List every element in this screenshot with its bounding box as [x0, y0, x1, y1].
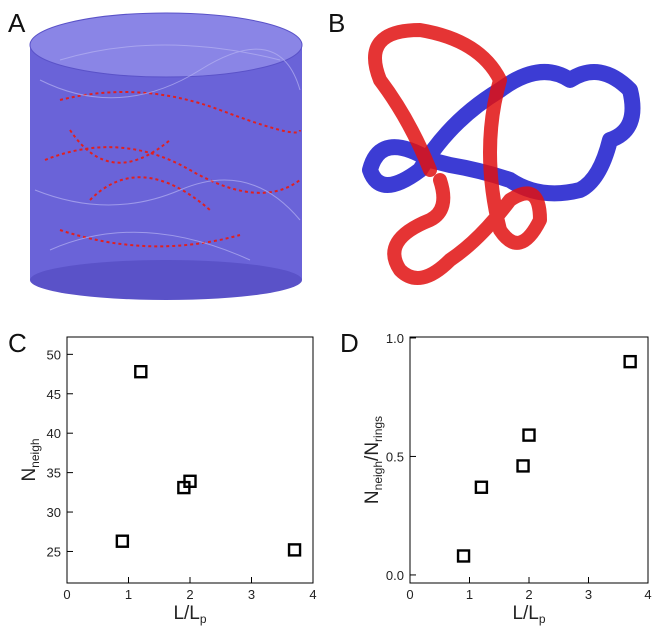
label-subscript: neigh [371, 461, 385, 490]
y-tick-label: 50 [47, 347, 61, 362]
x-tick-label: 0 [63, 587, 70, 602]
cylinder-base [30, 260, 302, 300]
blue-loop [362, 64, 641, 202]
cylinder-body [30, 45, 302, 280]
label-part: L/L [173, 603, 199, 624]
x-tick-label: 4 [644, 587, 651, 602]
label-subscript: p [200, 612, 207, 626]
y-tick-label: 30 [47, 505, 61, 520]
y-tick-label: 40 [47, 426, 61, 441]
label-part: N [19, 468, 40, 482]
panel-label: C [8, 328, 27, 358]
plot-frame [66, 336, 314, 584]
x-tick-label: 3 [585, 587, 592, 602]
x-axis-label: L/Lp [512, 603, 545, 626]
x-tick-label: 1 [125, 587, 132, 602]
y-tick-label: 35 [47, 466, 61, 481]
red-loop [368, 23, 547, 285]
y-tick-label: 0.0 [386, 568, 404, 583]
point [474, 480, 489, 494]
point [456, 549, 471, 563]
y-axis-label: Nneigh/Nrings [362, 416, 385, 504]
point [623, 354, 637, 369]
texture [34, 44, 301, 261]
x-tick-label: 0 [406, 587, 413, 602]
label-subscript: neigh [28, 438, 42, 467]
y-tick-label: 45 [47, 387, 61, 402]
point [287, 543, 302, 557]
y-axis-label: Nneigh [19, 438, 42, 481]
point [134, 364, 148, 379]
x-tick-label: 2 [525, 587, 532, 602]
label-subscript: rings [371, 416, 385, 442]
x-tick-label: 3 [248, 587, 255, 602]
label-part: /N [362, 442, 383, 461]
x-tick-label: 1 [466, 587, 473, 602]
label-subscript: p [539, 612, 546, 626]
red-strands [44, 91, 301, 248]
y-tick-label: 1.0 [386, 331, 404, 346]
x-axis-label: L/Lp [173, 603, 206, 626]
image-a [29, 12, 303, 300]
panel-label: B [328, 8, 345, 38]
x-tick-label: 2 [186, 587, 193, 602]
point [183, 474, 197, 488]
panel-label: D [340, 328, 359, 358]
point [516, 459, 530, 473]
point [115, 534, 130, 548]
point [522, 428, 536, 442]
label-part: N [362, 490, 383, 504]
y-tick-label: 25 [47, 544, 61, 559]
panel-label: A [8, 8, 26, 38]
y-tick-label: 0.5 [386, 449, 404, 464]
label-part: L/L [512, 603, 538, 624]
x-tick-label: 4 [309, 587, 316, 602]
image-b [362, 23, 641, 285]
